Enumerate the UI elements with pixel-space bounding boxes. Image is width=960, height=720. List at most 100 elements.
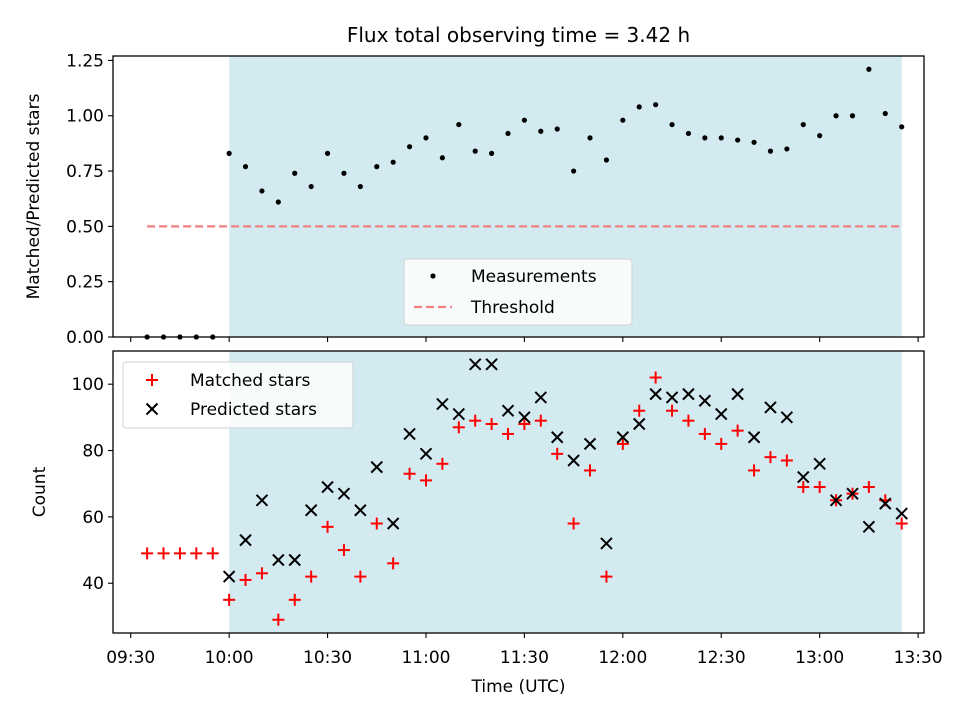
measurement-point [259, 188, 265, 194]
top-y-tick-label: 0.75 [66, 162, 104, 182]
matched-point [288, 593, 301, 606]
x-tick-label: 13:00 [795, 648, 844, 668]
matched-point [666, 404, 679, 417]
measurement-point [817, 133, 823, 139]
matched-point [764, 451, 777, 464]
matched-point [190, 547, 203, 560]
predicted-point [304, 504, 318, 517]
predicted-point [485, 358, 498, 371]
measurement-point [472, 148, 478, 154]
legend-measurements-marker [430, 273, 436, 279]
matched-point [551, 447, 564, 460]
measurement-point [456, 121, 462, 128]
legend-matched-label: Matched stars [190, 371, 310, 391]
top-series [144, 66, 905, 340]
measurement-point [521, 117, 528, 123]
matched-point [813, 481, 826, 494]
predicted-point [747, 431, 761, 444]
bottom-x-ticks: 09:30 10:00 10:30 11:00 11:30 12:00 12:30 13:00… [106, 633, 943, 668]
measurement-point [374, 164, 380, 170]
predicted-point [895, 507, 908, 520]
matched-point [255, 567, 268, 580]
predicted-point [764, 401, 777, 414]
ratio-panel: Flux total observing time = 3.42 h Match… [24, 23, 925, 348]
matched-point [748, 464, 761, 477]
predicted-point [370, 460, 383, 474]
matched-point [305, 570, 318, 583]
matched-point [567, 517, 580, 530]
legend-cross [145, 402, 159, 416]
predicted-point [551, 431, 564, 444]
predicted-point [255, 494, 269, 507]
measurement-point [423, 135, 429, 141]
bottom-legend-box [122, 361, 354, 429]
predicted-point [436, 397, 449, 411]
predicted-point [501, 404, 515, 417]
predicted-point [354, 504, 367, 517]
legend-matched-marker [146, 374, 158, 386]
measurement-point [636, 104, 642, 110]
predicted-point [846, 487, 859, 500]
predicted-point [567, 454, 580, 467]
predicted-point [272, 553, 285, 567]
predicted-point [403, 427, 416, 441]
measurement-point [275, 199, 281, 205]
matched-point [239, 573, 252, 586]
measurement-point [390, 159, 396, 165]
measurement-point [357, 183, 363, 190]
top-y-ticks: 0.00 0.25 0.50 0.75 1.00 1.25 [66, 51, 113, 348]
predicted-point [682, 387, 695, 401]
predicted-point [583, 437, 597, 451]
top-y-axis-label: Matched/Predicted stars [24, 93, 44, 299]
predicted-point [616, 431, 630, 444]
predicted-point [321, 480, 334, 494]
legend-plus [146, 374, 158, 386]
measurement-point [669, 121, 675, 128]
predicted-point [829, 494, 843, 507]
top-legend-box [403, 258, 633, 326]
matched-point [436, 457, 449, 470]
predicted-point [780, 411, 794, 424]
measurement-point [620, 117, 626, 123]
matched-point [502, 427, 515, 440]
measurement-point [341, 170, 347, 176]
bottom-y-tick-label: 60 [82, 508, 104, 528]
measurement-point [718, 135, 724, 141]
measurement-point [702, 135, 708, 141]
matched-point [895, 517, 908, 530]
x-tick-label: 10:30 [303, 648, 352, 668]
measurement-point [653, 102, 659, 108]
predicted-point [715, 407, 728, 421]
predicted-point [386, 517, 400, 530]
measurement-point [571, 168, 577, 174]
x-axis-label: Time (UTC) [471, 677, 566, 697]
legend-threshold-label: Threshold [470, 298, 555, 318]
predicted-point [534, 391, 548, 404]
predicted-point [518, 411, 531, 424]
matched-point [534, 414, 547, 427]
measurement-point [800, 121, 806, 128]
top-y-tick-label: 0.00 [66, 328, 104, 348]
measurement-point [505, 130, 511, 137]
measurement-point [292, 170, 298, 176]
predicted-point [797, 470, 810, 484]
matched-point [141, 547, 154, 560]
measurement-point [242, 164, 249, 170]
predicted-point [649, 387, 662, 401]
matched-point [616, 437, 629, 450]
matched-point [452, 421, 465, 434]
matched-point [223, 593, 236, 606]
measurement-point [784, 146, 790, 152]
measurement-point [849, 113, 856, 119]
measurement-point [324, 150, 331, 156]
measurement-point [406, 144, 413, 150]
predicted-point [600, 537, 613, 550]
top-y-tick-label: 1.25 [66, 51, 104, 71]
matched-point [682, 414, 695, 427]
top-y-tick-label: 0.25 [66, 273, 104, 293]
measurement-point [308, 183, 314, 190]
matched-point [731, 424, 744, 437]
legend-predicted-label: Predicted stars [190, 400, 317, 420]
matched-point [600, 570, 613, 583]
